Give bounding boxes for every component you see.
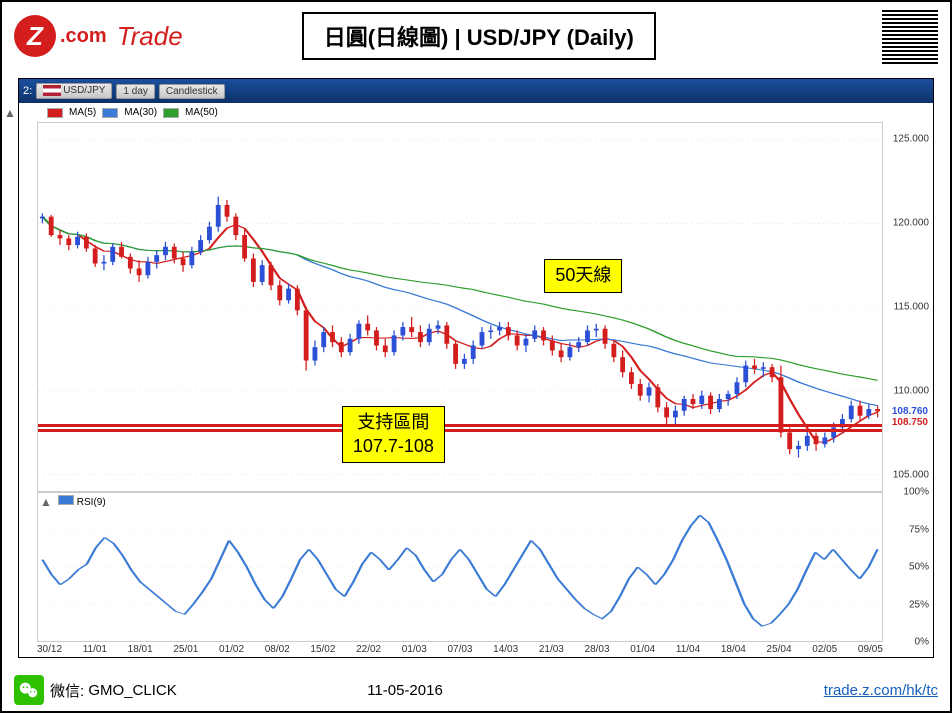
brand-logo: Z .com Trade (14, 15, 183, 57)
x-tick: 25/01 (173, 644, 198, 655)
footer-date: 11-05-2016 (367, 682, 443, 699)
expand-icon[interactable]: ▲ (40, 495, 52, 509)
x-tick: 07/03 (447, 644, 472, 655)
footer-link[interactable]: trade.z.com/hk/tc (824, 682, 938, 699)
expand-icon[interactable]: ▲ (4, 106, 16, 120)
wechat-id: GMO_CLICK (88, 682, 176, 699)
x-tick: 21/03 (539, 644, 564, 655)
x-tick: 11/04 (676, 644, 700, 655)
qr-code-icon (882, 8, 938, 64)
x-tick: 28/03 (585, 644, 610, 655)
footer: 微信: GMO_CLICK 11-05-2016 trade.z.com/hk/… (14, 675, 938, 705)
ma50-swatch (163, 108, 179, 118)
toolbar-id: 2: (23, 85, 32, 97)
rsi-plot[interactable]: ▲ RSI(9) (37, 492, 883, 642)
ma5-label: MA(5) (69, 107, 96, 118)
flag-icon (43, 85, 61, 96)
ma30-label: MA(30) (124, 107, 157, 118)
price-panel: 50天線 支持區間107.7-108 108.760 108.750 105.0… (19, 122, 933, 492)
x-axis: 30/12 11/01 18/01 25/01 01/02 08/02 15/02 22/02… (19, 642, 933, 657)
wechat-label: 微信: (50, 680, 84, 701)
x-tick: 02/05 (812, 644, 837, 655)
x-tick: 01/02 (219, 644, 244, 655)
header: Z .com Trade 日圓(日線圖) | USD/JPY (Daily) (2, 2, 950, 70)
logo-com-text: .com (60, 25, 107, 48)
annotation-50ma: 50天線 (544, 259, 622, 292)
x-tick: 30/12 (37, 644, 62, 655)
style-button[interactable]: Candlestick (159, 84, 225, 99)
x-tick: 01/03 (402, 644, 427, 655)
logo-trade-text: Trade (117, 21, 183, 52)
page-title: 日圓(日線圖) | USD/JPY (Daily) (302, 12, 656, 60)
x-tick: 09/05 (858, 644, 883, 655)
rsi-y-axis: 0%25%50%75%100% (887, 492, 933, 642)
pair-button[interactable]: USD/JPY (36, 83, 112, 98)
x-tick: 25/04 (767, 644, 792, 655)
x-tick: 14/03 (493, 644, 518, 655)
annotation-support: 支持區間107.7-108 (342, 406, 445, 463)
x-tick: 22/02 (356, 644, 381, 655)
rsi-panel: ▲ RSI(9) 0%25%50%75%100% (19, 492, 933, 642)
x-tick: 18/04 (721, 644, 746, 655)
ma-legend: ▲ MA(5) MA(30) MA(50) (19, 103, 933, 122)
x-tick: 01/04 (630, 644, 655, 655)
price-plot[interactable]: 50天線 支持區間107.7-108 108.760 108.750 (37, 122, 883, 492)
wechat-icon (14, 675, 44, 705)
ma50-label: MA(50) (185, 107, 218, 118)
ma5-swatch (47, 108, 63, 118)
chart-toolbar: 2: USD/JPY 1 day Candlestick (19, 79, 933, 103)
logo-z-icon: Z (14, 15, 56, 57)
x-tick: 08/02 (265, 644, 290, 655)
price-y-axis: 105.000110.000115.000120.000125.000 (887, 122, 933, 492)
rsi-label: RSI(9) (58, 495, 106, 508)
x-tick: 11/01 (83, 644, 107, 655)
period-button[interactable]: 1 day (116, 84, 154, 99)
x-tick: 15/02 (310, 644, 335, 655)
chart-frame: 2: USD/JPY 1 day Candlestick ▲ MA(5) MA(… (18, 78, 934, 658)
ma30-swatch (102, 108, 118, 118)
x-tick: 18/01 (128, 644, 153, 655)
